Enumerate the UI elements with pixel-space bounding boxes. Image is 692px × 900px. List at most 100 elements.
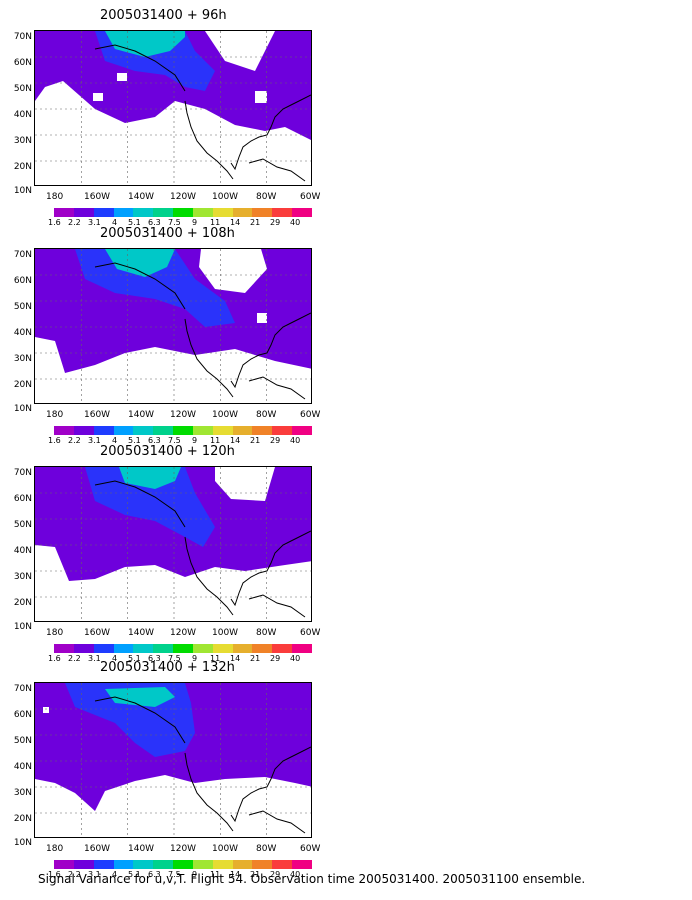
- colorbar-swatch: [212, 208, 233, 217]
- variance-field-gap: [215, 467, 275, 501]
- colorbar-label: 6.3: [148, 436, 161, 445]
- longitude-tick-label: 140W: [128, 844, 155, 854]
- longitude-tick-label: 60W: [300, 192, 321, 202]
- colorbar-swatch: [292, 426, 312, 435]
- longitude-tick-label: 120W: [170, 410, 197, 420]
- colorbar-swatch: [93, 644, 114, 653]
- colorbar-label: 14: [230, 870, 241, 879]
- map-plot: [34, 30, 312, 186]
- coastline: [94, 696, 311, 834]
- colorbar-label: 5.1: [128, 436, 141, 445]
- colorbar-label: 9: [192, 654, 198, 663]
- colorbar-swatch: [73, 426, 94, 435]
- colorbar-swatch: [292, 208, 312, 217]
- colorbar-label: 11: [210, 654, 221, 663]
- longitude-tick-label: 80W: [256, 628, 277, 638]
- colorbar-labels: 1.6 2.2 3.1 4 5.1 6.3 7.5 9 11 14 21 29 40: [46, 218, 316, 228]
- longitude-tick-label: 160W: [84, 844, 111, 854]
- colorbar-swatch: [252, 644, 273, 653]
- variance-field-gap: [43, 707, 49, 713]
- longitude-tick-label: 140W: [128, 628, 155, 638]
- latitude-tick-label: 10N: [13, 622, 32, 632]
- colorbar: [54, 426, 312, 435]
- colorbar-label: 2.2: [68, 654, 81, 663]
- colorbar-swatch: [173, 860, 193, 869]
- colorbar-labels: 1.6 2.2 3.1 4 5.1 6.3 7.5 9 11 14 21 29 40: [46, 436, 316, 446]
- colorbar-label: 6.3: [148, 218, 161, 227]
- colorbar-label: 21: [250, 654, 261, 663]
- colorbar-swatch: [133, 208, 154, 217]
- colorbar-swatch: [272, 208, 293, 217]
- longitude-tick-label: 120W: [170, 192, 197, 202]
- longitude-tick-label: 160W: [84, 628, 111, 638]
- variance-field-gap: [117, 73, 127, 81]
- colorbar-label: 29: [270, 436, 281, 445]
- longitude-tick-label: 180: [46, 410, 64, 420]
- colorbar: [54, 860, 312, 869]
- colorbar-swatch: [113, 860, 134, 869]
- colorbar-label: 6.3: [148, 654, 161, 663]
- colorbar-swatch: [272, 426, 293, 435]
- variance-field-gap: [257, 313, 267, 323]
- colorbar-label: 40: [290, 436, 301, 445]
- map-panel: 2005031400 + 120h 70N 60N 50N 40N 30N 20N 10N 18…: [0, 444, 340, 663]
- colorbar-swatch: [272, 860, 293, 869]
- latitude-tick-label: 50N: [13, 520, 32, 530]
- latitude-tick-label: 40N: [13, 762, 32, 772]
- longitude-tick-label: 80W: [256, 844, 277, 854]
- colorbar-label: 2.2: [68, 870, 81, 879]
- coastline: [94, 44, 311, 182]
- map-plot: [34, 248, 312, 404]
- colorbar-swatch: [173, 426, 193, 435]
- latitude-tick-label: 20N: [13, 814, 32, 824]
- colorbar-label: 5.1: [128, 870, 141, 879]
- colorbar-label: 4: [112, 654, 118, 663]
- colorbar-swatch: [212, 644, 233, 653]
- colorbar: [54, 208, 312, 217]
- colorbar-swatch: [192, 644, 213, 653]
- colorbar-swatch: [153, 860, 174, 869]
- latitude-tick-label: 60N: [13, 710, 32, 720]
- longitude-tick-label: 120W: [170, 628, 197, 638]
- latitude-tick-label: 40N: [13, 110, 32, 120]
- colorbar-swatch: [133, 426, 154, 435]
- longitude-tick-label: 100W: [212, 628, 239, 638]
- colorbar-swatch: [192, 208, 213, 217]
- map-panel: 2005031400 + 108h 70N 60N 50N 40N 30N 20N 10N 18…: [0, 226, 340, 445]
- longitude-tick-label: 180: [46, 844, 64, 854]
- colorbar-label: 9: [192, 870, 198, 879]
- latitude-tick-label: 60N: [13, 494, 32, 504]
- colorbar-label: 40: [290, 654, 301, 663]
- colorbar-swatch: [192, 860, 213, 869]
- colorbar-swatch: [252, 208, 273, 217]
- colorbar-label: 3.1: [88, 870, 101, 879]
- colorbar-label: 21: [250, 870, 261, 879]
- colorbar-swatch: [153, 644, 174, 653]
- colorbar-swatch: [212, 426, 233, 435]
- colorbar-label: 1.6: [48, 436, 61, 445]
- colorbar-swatch: [113, 426, 134, 435]
- latitude-tick-label: 60N: [13, 276, 32, 286]
- latitude-tick-label: 30N: [13, 572, 32, 582]
- colorbar-swatch: [153, 426, 174, 435]
- variance-field-high: [105, 249, 175, 277]
- colorbar-label: 1.6: [48, 870, 61, 879]
- panel-title: 2005031400 + 96h: [100, 8, 227, 23]
- colorbar-swatch: [54, 860, 74, 869]
- colorbar-swatch: [73, 860, 94, 869]
- colorbar-labels: 1.6 2.2 3.1 4 5.1 6.3 7.5 9 11 14 21 29 40: [46, 654, 316, 664]
- map-plot: [34, 682, 312, 838]
- longitude-tick-label: 180: [46, 192, 64, 202]
- variance-field-gap: [255, 91, 267, 103]
- variance-field-gap: [93, 93, 103, 101]
- latitude-tick-label: 40N: [13, 328, 32, 338]
- colorbar-swatch: [232, 426, 253, 435]
- latitude-tick-label: 20N: [13, 162, 32, 172]
- colorbar-swatch: [73, 644, 94, 653]
- latitude-tick-label: 70N: [13, 250, 32, 260]
- colorbar-label: 2.2: [68, 218, 81, 227]
- colorbar-swatch: [232, 860, 253, 869]
- map-panel: 2005031400 + 96h 70N 60N 50N 40N 30N 20N 10N 180…: [0, 8, 340, 227]
- latitude-tick-label: 10N: [13, 404, 32, 414]
- longitude-tick-label: 60W: [300, 844, 321, 854]
